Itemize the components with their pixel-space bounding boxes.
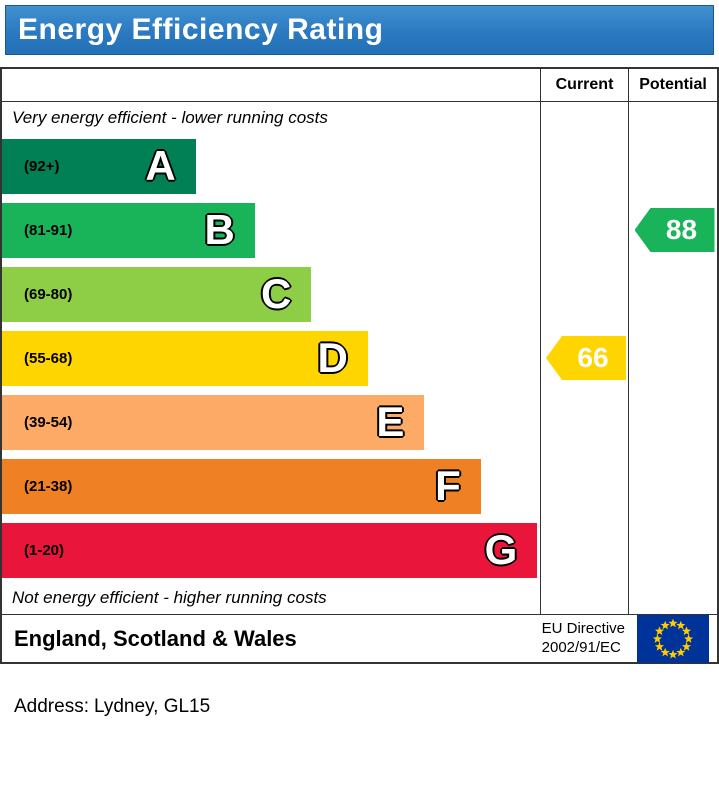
band-f-range-label: (21-38) [24,477,73,495]
column-header-current-cell: Current [540,69,628,101]
caption-top-cell: Very energy efficient - lower running co… [2,102,540,134]
band-f-letter: F [435,462,461,509]
caption-bottom-row: Not energy efficient - higher running co… [2,582,717,614]
band-bar-e: (39-54) E [2,394,425,450]
band-a-current-cell [540,134,628,198]
band-a-potential-cell [628,134,717,198]
current-pointer: 66 [546,336,626,380]
caption-bottom-cell: Not energy efficient - higher running co… [2,582,540,614]
potential-rating-value: 88 [665,214,698,245]
caption-top-row: Very energy efficient - lower running co… [2,102,717,134]
band-a-range-label: (92+) [24,157,60,175]
band-d-current-cell: 66 [540,326,628,390]
potential-pointer: 88 [634,208,715,252]
region-label: England, Scotland & Wales [14,625,297,651]
band-row-c: (69-80) C [2,262,717,326]
page-title: Energy Efficiency Rating [18,13,384,46]
column-header-potential: Potential [639,76,707,93]
chart-footer: England, Scotland & Wales EU Directive 2… [2,614,717,663]
band-d-potential-cell [628,326,717,390]
column-header-potential-cell: Potential [628,69,717,101]
band-bar-b: (81-91) B [2,202,255,258]
band-bar-c: (69-80) C [2,266,312,322]
band-f-current-cell [540,454,628,518]
band-c-range-label: (69-80) [24,285,73,303]
caption-top-current-cell [540,102,628,134]
caption-bottom-current-cell [540,582,628,614]
band-g-bar-cell: (1-20) G [2,518,540,582]
address-line: Address: Lydney, GL15 [14,696,719,718]
header-bars-spacer [2,69,540,101]
band-e-current-cell [540,390,628,454]
title-bar: Energy Efficiency Rating [5,5,714,55]
band-row-e: (39-54) E [2,390,717,454]
band-b-bar-cell: (81-91) B [2,198,540,262]
eu-directive-line1: EU Directive [541,619,625,637]
column-header-current: Current [555,76,614,93]
band-e-range-label: (39-54) [24,413,73,431]
eu-directive-label: EU Directive 2002/91/EC [542,620,625,658]
band-f-potential-cell [628,454,717,518]
band-e-letter: E [376,398,405,445]
band-bar-f: (21-38) F [2,458,481,514]
address-value: Lydney, GL15 [93,696,211,717]
band-e-potential-cell [628,390,717,454]
band-bar-d: (55-68) D [2,330,368,386]
caption-bottom-potential-cell [628,582,717,614]
address-label: Address: [14,696,89,717]
caption-top: Very energy efficient - lower running co… [12,108,328,127]
band-d-bar-cell: (55-68) D [2,326,540,390]
band-g-current-cell [540,518,628,582]
band-g-letter: G [484,526,518,573]
band-row-f: (21-38) F [2,454,717,518]
band-a-bar-cell: (92+) A [2,134,540,198]
band-b-letter: B [204,206,235,253]
caption-bottom: Not energy efficient - higher running co… [12,588,327,607]
band-b-range-label: (81-91) [24,221,73,239]
band-f-bar-cell: (21-38) F [2,454,540,518]
band-row-d: (55-68) D 66 [2,326,717,390]
current-rating-value: 66 [577,342,609,373]
band-row-a: (92+) A [2,134,717,198]
band-c-bar-cell: (69-80) C [2,262,540,326]
band-g-potential-cell [628,518,717,582]
band-c-current-cell [540,262,628,326]
epc-page: Energy Efficiency Rating Current Potenti… [0,5,719,718]
band-a-letter: A [145,142,176,189]
band-row-g: (1-20) G [2,518,717,582]
band-c-letter: C [261,270,292,317]
band-d-range-label: (55-68) [24,349,73,367]
band-c-potential-cell [628,262,717,326]
eu-directive-line2: 2002/91/EC [541,638,621,656]
band-bar-g: (1-20) G [2,522,538,578]
band-b-potential-cell: 88 [628,198,717,262]
eu-flag-icon [637,614,709,663]
band-d-letter: D [317,334,348,381]
band-bar-a: (92+) A [2,138,196,194]
band-b-current-cell [540,198,628,262]
caption-top-potential-cell [628,102,717,134]
band-e-bar-cell: (39-54) E [2,390,540,454]
energy-efficiency-chart: Current Potential Very energy efficient … [0,67,719,664]
band-g-range-label: (1-20) [24,541,65,559]
chart-header-row: Current Potential [2,69,717,102]
band-row-b: (81-91) B 88 [2,198,717,262]
